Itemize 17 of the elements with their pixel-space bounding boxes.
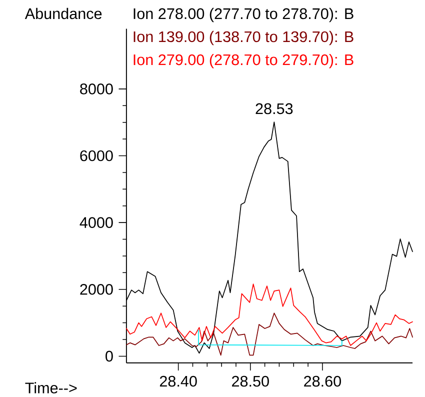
y-tick-label: 2000 [80, 284, 113, 295]
line-series [126, 283, 413, 346]
x-tick-label: 28.40 [160, 376, 197, 386]
x-axis-title: Time--> [25, 382, 77, 394]
annotation: 28.53 [256, 103, 293, 114]
text: Ion 278.00 (277.70 to 278.70): B [134, 8, 354, 22]
y-tick-label: 8000 [80, 83, 113, 94]
y-tick-label: 4000 [80, 216, 113, 228]
y-tick-label: 6000 [80, 150, 113, 161]
y-axis-title: Abundance [24, 8, 102, 19]
text: Ion 279.00 (278.70 to 279.70): B [134, 54, 354, 68]
x-tick-label: 28.50 [232, 376, 269, 386]
text: Ion 139.00 (138.70 to 139.70): B [134, 30, 354, 45]
line-series [126, 312, 413, 356]
x-tick-label: 28.60 [304, 376, 341, 386]
line-series [198, 329, 342, 346]
y-tick-label: 0 [106, 350, 113, 362]
